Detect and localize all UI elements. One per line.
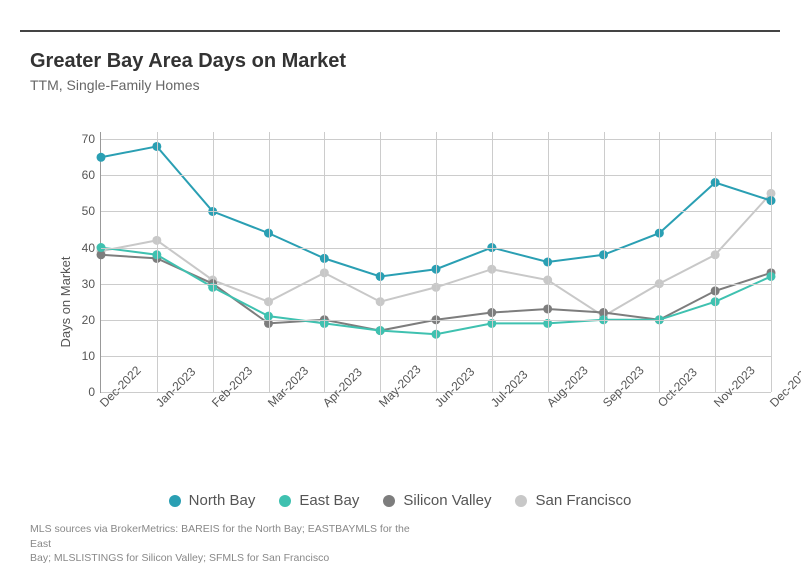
gridline-v (771, 132, 772, 392)
gridline-v (604, 132, 605, 392)
y-tick-label: 0 (88, 385, 95, 399)
y-tick-label: 60 (82, 168, 95, 182)
y-axis-label: Days on Market (58, 256, 73, 347)
y-tick-label: 70 (82, 132, 95, 146)
footnote: MLS sources via BrokerMetrics: BAREIS fo… (30, 522, 410, 566)
y-tick-label: 30 (82, 277, 95, 291)
gridline-v (269, 132, 270, 392)
y-tick-label: 50 (82, 204, 95, 218)
gridline-v (436, 132, 437, 392)
chart-subtitle: TTM, Single-Family Homes (30, 77, 780, 93)
legend-label: Silicon Valley (403, 492, 491, 509)
y-tick-label: 40 (82, 241, 95, 255)
footnote-line: MLS sources via BrokerMetrics: BAREIS fo… (30, 523, 410, 550)
y-tick-label: 10 (82, 349, 95, 363)
gridline-v (659, 132, 660, 392)
legend-dot-icon (383, 495, 395, 507)
y-tick-label: 20 (82, 313, 95, 327)
legend-label: North Bay (189, 492, 256, 509)
footnote-line: Bay; MLSLISTINGS for Silicon Valley; SFM… (30, 552, 329, 564)
gridline-v (324, 132, 325, 392)
gridline-v (715, 132, 716, 392)
legend-item: San Francisco (515, 492, 631, 509)
gridline-v (157, 132, 158, 392)
legend-item: Silicon Valley (383, 492, 491, 509)
chart-plot-wrap: Days on Market 010203040506070Dec-2022Ja… (50, 132, 790, 472)
chart-container: Greater Bay Area Days on Market TTM, Sin… (20, 30, 780, 560)
gridline-v (548, 132, 549, 392)
legend-item: North Bay (169, 492, 256, 509)
gridline-v (213, 132, 214, 392)
legend-dot-icon (169, 495, 181, 507)
x-tick-label: Dec-2023 (767, 363, 801, 410)
gridline-v (492, 132, 493, 392)
legend-dot-icon (279, 495, 291, 507)
plot-area: 010203040506070Dec-2022Jan-2023Feb-2023M… (100, 132, 771, 393)
legend: North Bay East Bay Silicon Valley San Franc… (20, 492, 780, 511)
legend-dot-icon (515, 495, 527, 507)
legend-label: San Francisco (535, 492, 631, 509)
series-marker (97, 153, 106, 162)
gridline-v (380, 132, 381, 392)
chart-title: Greater Bay Area Days on Market (30, 50, 780, 73)
legend-item: East Bay (279, 492, 359, 509)
legend-label: East Bay (299, 492, 359, 509)
